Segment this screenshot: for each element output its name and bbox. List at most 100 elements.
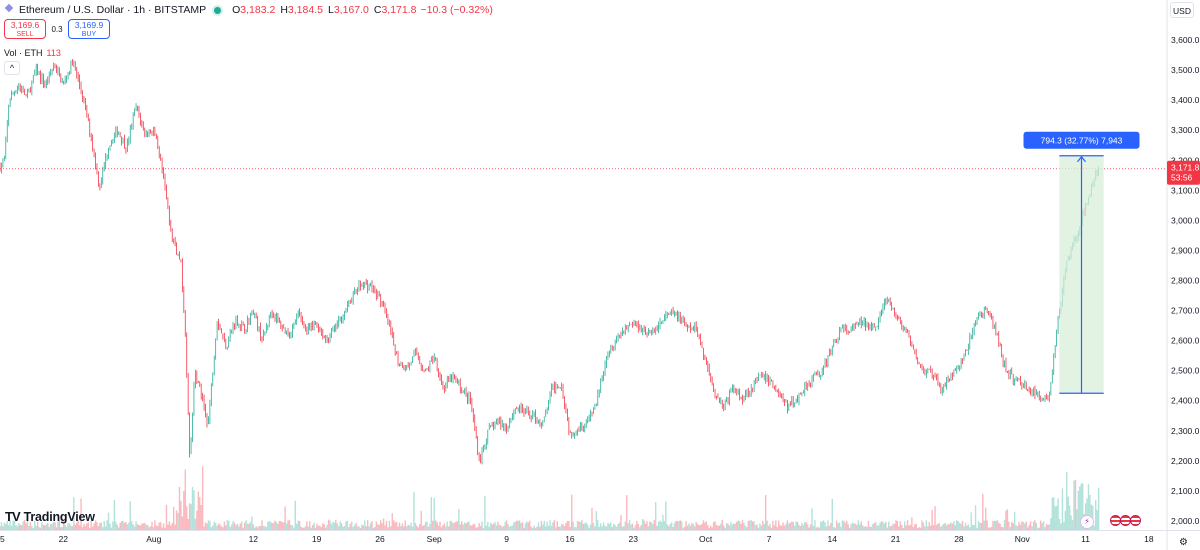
- volume-bar: [692, 524, 695, 530]
- volume-bar: [453, 522, 456, 530]
- volume-bar: [685, 520, 687, 530]
- volume-bar: [462, 524, 464, 530]
- volume-bar: [711, 527, 713, 530]
- volume-bar: [717, 525, 719, 530]
- volume-bar: [74, 524, 76, 530]
- volume-bar: [663, 521, 666, 530]
- volume-bar: [495, 525, 498, 530]
- volume-bar: [605, 526, 608, 530]
- volume-bar: [235, 525, 237, 530]
- volume-bar: [889, 526, 891, 530]
- volume-bar: [461, 521, 463, 530]
- volume-bar: [414, 522, 417, 530]
- volume-bar: [924, 526, 926, 530]
- volume-bar: [144, 522, 146, 530]
- low-label: L: [327, 4, 334, 16]
- volume-bar: [42, 524, 45, 530]
- volume-bar: [281, 522, 283, 530]
- volume-bar: [821, 521, 823, 530]
- volume-bar: [197, 491, 199, 530]
- volume-bar: [230, 524, 233, 530]
- volume-bar: [848, 527, 851, 530]
- volume-bar: [973, 525, 975, 530]
- collapse-legend-button[interactable]: ^: [4, 61, 20, 75]
- volume-bar: [1031, 526, 1033, 530]
- volume-bar: [969, 527, 971, 530]
- volume-bar: [1096, 509, 1098, 530]
- volume-bar: [998, 522, 1000, 530]
- volume-bar: [523, 527, 525, 530]
- market-open-status-icon: [214, 6, 222, 14]
- volume-bar: [136, 524, 139, 530]
- volume-bar: [718, 525, 721, 530]
- volume-bar: [1077, 490, 1080, 530]
- volume-bar: [381, 523, 383, 530]
- volume-bar: [830, 523, 832, 530]
- symbol-title[interactable]: Ethereum / U.S. Dollar · 1h · BITSTAMP: [19, 4, 207, 16]
- volume-bar: [650, 522, 653, 530]
- volume-bar: [1029, 521, 1032, 530]
- buy-button[interactable]: 3,169.9 BUY: [68, 19, 110, 39]
- volume-bar: [484, 496, 486, 530]
- volume-bar: [206, 523, 208, 530]
- volume-bar: [550, 525, 553, 530]
- volume-bar: [838, 522, 841, 530]
- volume-bar: [1053, 497, 1055, 530]
- volume-bar: [591, 507, 593, 530]
- volume-bar: [764, 495, 767, 530]
- volume-bar: [125, 521, 127, 530]
- volume-bar: [597, 520, 599, 530]
- volume-bar: [183, 491, 185, 530]
- volume-bar: [70, 525, 72, 530]
- sell-button[interactable]: 3,169.6 SELL: [4, 19, 46, 39]
- volume-bar: [549, 520, 551, 530]
- volume-bar: [1076, 509, 1078, 530]
- volume-bar: [773, 525, 776, 530]
- volume-bar: [828, 525, 831, 530]
- volume-bar: [10, 525, 13, 530]
- volume-bar: [899, 521, 902, 530]
- volume-bar: [903, 521, 906, 530]
- volume-bar: [406, 526, 408, 530]
- volume-bar: [595, 511, 598, 530]
- volume-bar: [517, 520, 519, 530]
- volume-bar: [167, 524, 169, 530]
- volume-bar: [779, 525, 781, 530]
- volume-bar: [513, 522, 515, 530]
- volume-bar: [676, 521, 679, 530]
- volume-bar: [957, 520, 959, 530]
- volume-bar: [138, 524, 140, 530]
- volume-bar: [417, 527, 420, 530]
- volume-bar: [870, 526, 873, 530]
- volume-bar: [704, 522, 706, 530]
- volume-bar: [1074, 479, 1077, 530]
- volume-bar: [853, 523, 855, 530]
- volume-legend[interactable]: Vol · ETH 113: [4, 48, 61, 58]
- lightning-icon[interactable]: ⚡: [1080, 515, 1094, 529]
- volume-bar: [921, 520, 923, 530]
- volume-bar: [469, 525, 472, 530]
- volume-bar: [527, 522, 530, 530]
- volume-bar: [346, 520, 349, 530]
- settings-gear-icon[interactable]: ⚙: [1179, 537, 1188, 548]
- volume-bar: [961, 520, 964, 530]
- currency-selector[interactable]: USD: [1170, 2, 1194, 18]
- us-flag-icon[interactable]: [1130, 515, 1141, 526]
- bar-countdown: 53:56: [1171, 173, 1193, 183]
- volume-bar: [394, 522, 396, 530]
- volume-bar: [542, 524, 544, 530]
- volume-bar: [252, 524, 255, 530]
- volume-bar: [379, 520, 382, 530]
- volume-bar: [1086, 498, 1088, 530]
- volume-bar: [212, 525, 214, 530]
- volume-bar: [552, 522, 554, 530]
- volume-bar: [646, 521, 648, 530]
- volume-bar: [812, 525, 815, 530]
- volume-bar: [1055, 505, 1058, 530]
- tradingview-logo[interactable]: TV TradingView: [5, 509, 95, 524]
- volume-bar: [673, 523, 676, 530]
- volume-bar: [284, 506, 286, 530]
- volume-bar: [665, 501, 667, 530]
- volume-bar: [132, 524, 134, 530]
